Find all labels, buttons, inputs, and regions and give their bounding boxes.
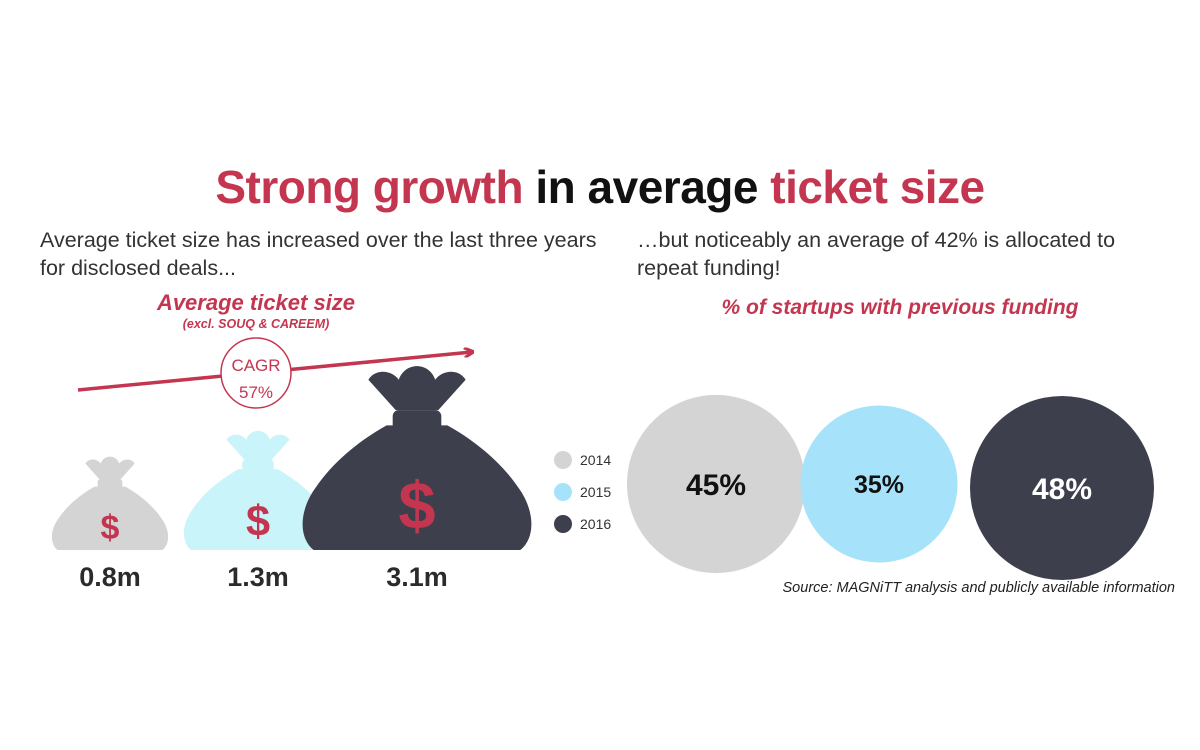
ticket-size-value-label: 3.1m: [386, 562, 448, 592]
legend-swatch: [554, 515, 572, 533]
cagr-badge: CAGR 57%: [220, 337, 292, 409]
title-part-average: in average: [535, 161, 758, 213]
right-subtitle: …but noticeably an average of 42% is all…: [637, 228, 1116, 280]
previous-funding-chart-title: % of startups with previous funding: [721, 296, 1079, 319]
funding-percent-label: 45%: [686, 469, 746, 502]
title-part-growth: Strong growth: [215, 161, 524, 213]
money-bag-body: [183, 469, 333, 550]
chart-legend: 2014 2015 2016: [554, 451, 611, 533]
legend-label: 2014: [580, 452, 611, 468]
legend-item: 2014: [554, 451, 611, 469]
funding-circle: [800, 405, 958, 563]
dollar-sign: $: [101, 509, 120, 547]
funding-circle: [626, 394, 806, 574]
money-bag-icon: $: [51, 456, 169, 550]
title-part-ticket: ticket size: [770, 161, 985, 213]
dollar-sign: $: [246, 498, 270, 546]
money-bag-body: [51, 486, 169, 550]
funding-circles: 45% 35% 48%: [626, 394, 1154, 580]
legend-label: 2015: [580, 484, 611, 500]
money-bag-knot: [85, 456, 135, 479]
money-bag-neck: [97, 478, 123, 490]
money-bag-body: [302, 425, 532, 550]
funding-bubble: 48%: [970, 396, 1154, 580]
ticket-size-chart-title: Average ticket size: [156, 290, 356, 315]
money-bag-knot: [226, 430, 290, 460]
page-title: Strong growth in average ticket size: [0, 160, 1200, 214]
ticket-size-labels: 0.8m 1.3m 3.1m: [79, 562, 448, 592]
cagr-value: 57%: [239, 383, 273, 402]
money-bag-neck: [392, 410, 442, 432]
cagr-circle: [220, 337, 292, 409]
legend-swatch: [554, 483, 572, 501]
legend-label: 2016: [580, 516, 611, 532]
ticket-size-chart-note: (excl. SOUQ & CAREEM): [182, 317, 330, 331]
ticket-size-value-label: 1.3m: [227, 562, 289, 592]
funding-bubble: 45%: [626, 394, 806, 574]
dollar-sign: $: [398, 469, 435, 544]
funding-percent-label: 48%: [1032, 473, 1092, 506]
funding-bubble: 35%: [800, 405, 958, 563]
legend-item: 2015: [554, 483, 611, 501]
ticket-size-value-label: 0.8m: [79, 562, 141, 592]
money-bag-knot: [368, 366, 466, 411]
money-bag-neck: [242, 459, 274, 474]
money-bag-icon: $: [183, 430, 333, 550]
funding-circle: [970, 396, 1154, 580]
cagr-label: CAGR: [231, 356, 280, 375]
money-bag-group: $ $ $: [51, 366, 532, 550]
left-subtitle: Average ticket size has increased over t…: [40, 228, 597, 280]
legend-swatch: [554, 451, 572, 469]
legend-item: 2016: [554, 515, 611, 533]
money-bag-icon: $: [302, 366, 532, 550]
source-note: Source: MAGNiTT analysis and publicly av…: [782, 580, 1175, 596]
funding-percent-label: 35%: [854, 471, 904, 499]
